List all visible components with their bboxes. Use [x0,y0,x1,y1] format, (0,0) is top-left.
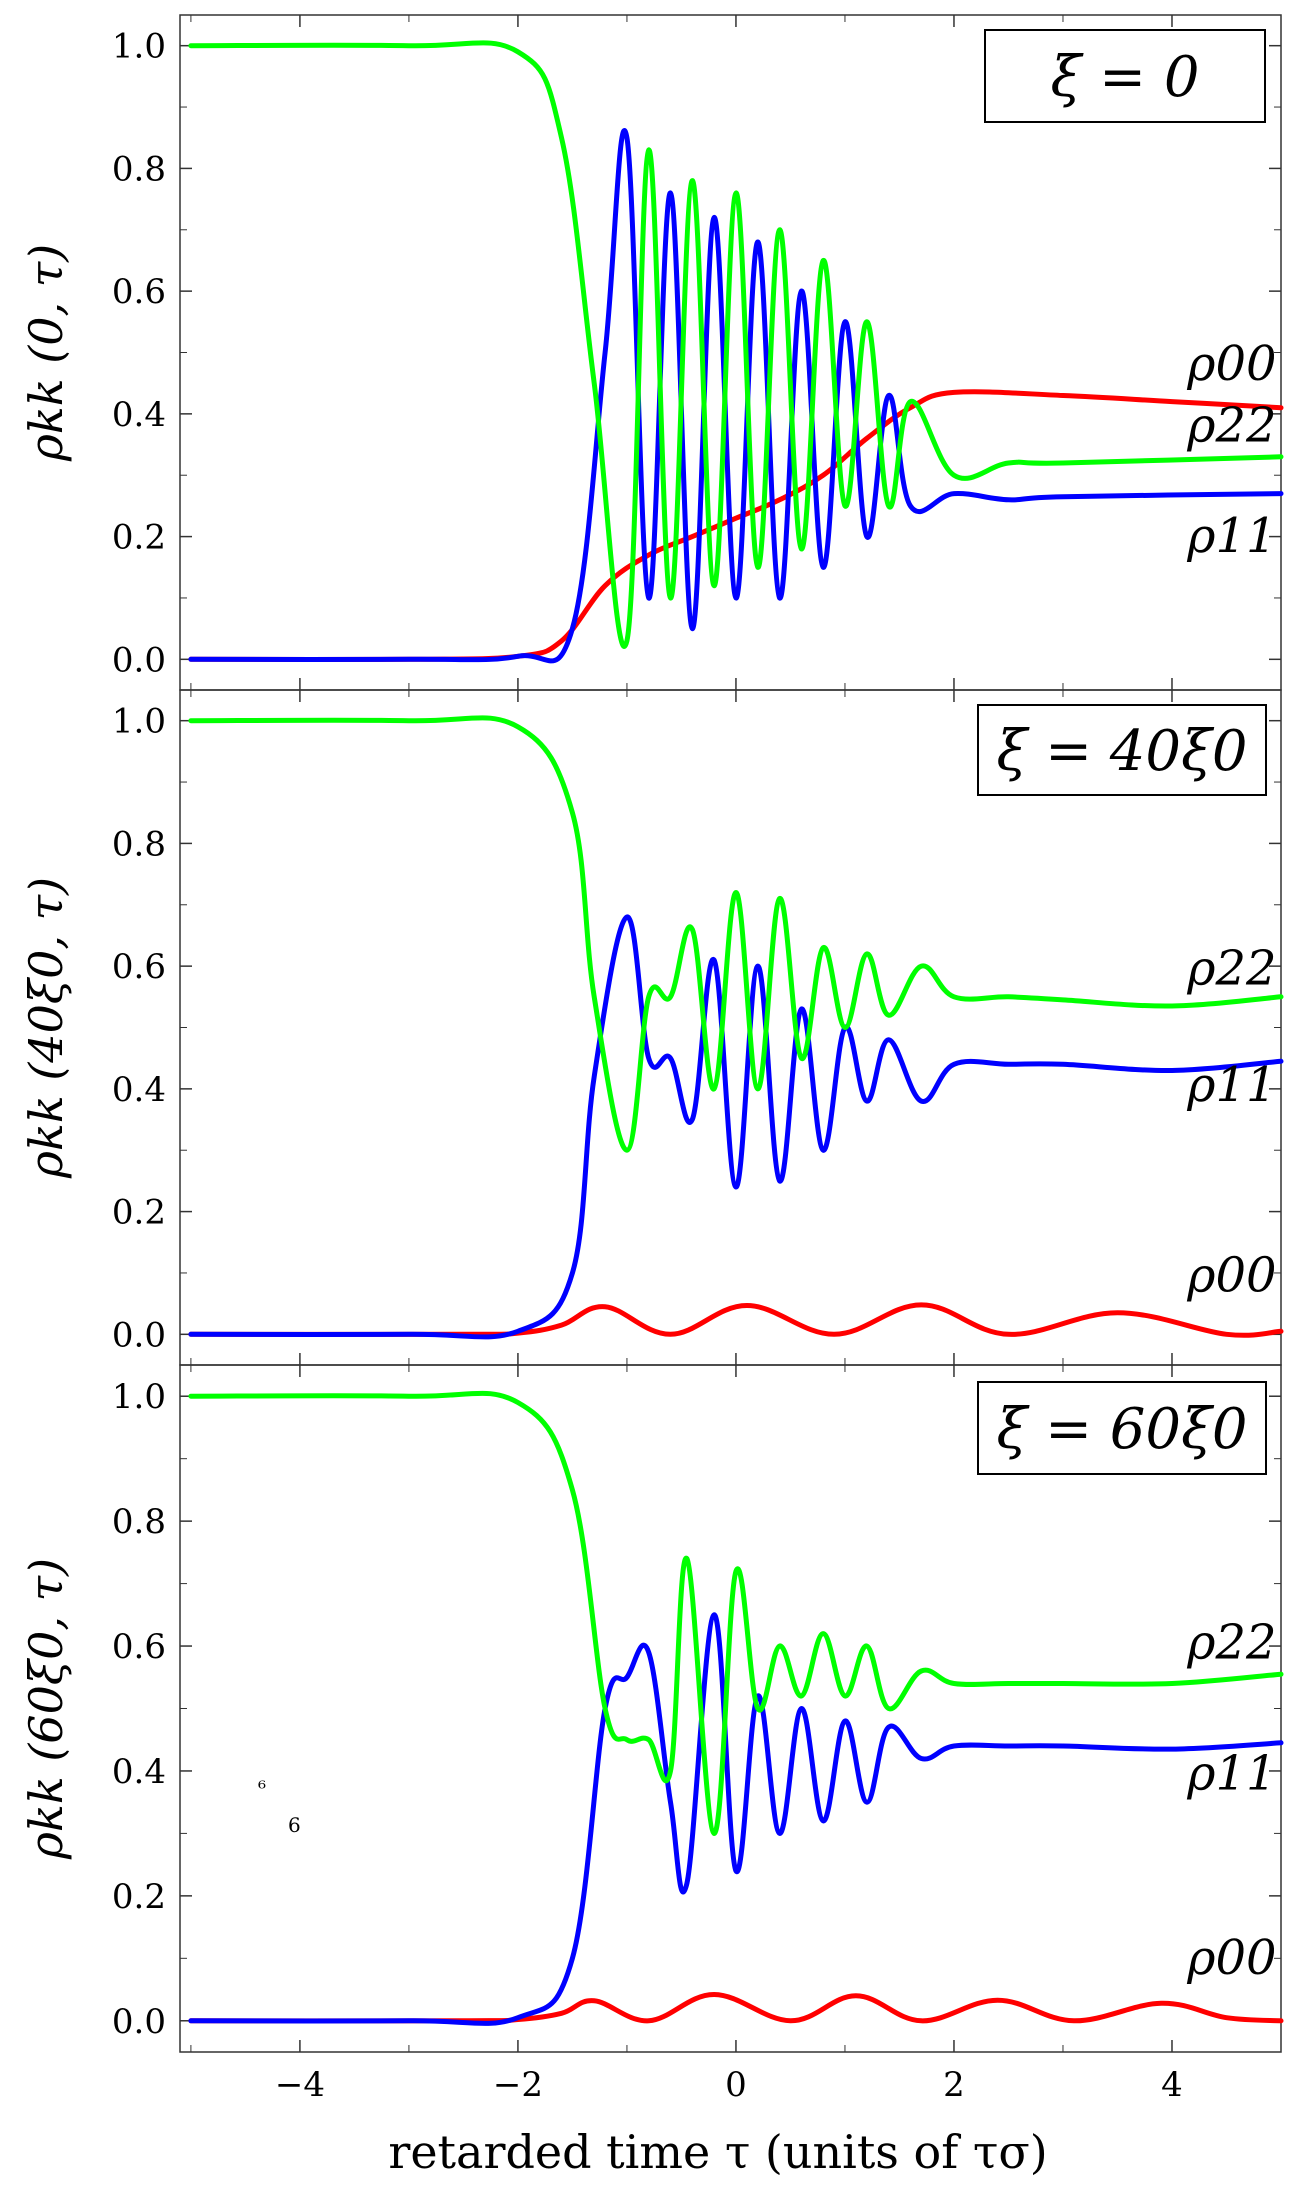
series-line-rho00 [188,1992,1284,2024]
y-tick-label: 0.2 [112,1877,166,1917]
y-tick-label: 0.6 [112,272,166,312]
y-tick-label: 0.8 [112,149,166,189]
series-line-rho22 [188,715,1284,1153]
y-tick-label: 0.0 [112,1315,166,1355]
curve-label-rho11: ρ11 [1186,1746,1276,1802]
y-axis-label-2: ρkk (40ξ0, τ) [19,877,73,1179]
x-tick-label: −4 [275,2065,325,2105]
y-tick-label: 0.2 [112,518,166,558]
curve-label-rho22: ρ22 [1186,397,1276,453]
curve-label-rho00: ρ00 [1186,1930,1276,1986]
curve-label-rho11: ρ11 [1186,508,1276,564]
y-tick-label: 1.0 [112,27,166,67]
curve-label-rho22: ρ22 [1186,941,1276,997]
y-tick-label: 0.2 [112,1193,166,1233]
y-tick-label: 0.6 [112,1627,166,1667]
y-tick-label: 1.0 [112,1377,166,1417]
y-axis-label-3: ρkk (60ξ0, τ) [19,1558,73,1860]
y-tick-label: 0.6 [112,947,166,987]
panel-2: 0.0 0.2 0.4 0.6 0.8 1.0 ρkk (40ξ0, τ) ρ22 ρ11 ρ00… [19,689,1284,1366]
y-tick-label: 0.8 [112,824,166,864]
series-line-rho11 [188,1612,1284,2026]
series-line-rho11 [188,128,1284,664]
y-tick-label: 0.4 [112,395,166,435]
panel-title-1: ξ = 0 [1051,45,1200,110]
x-tick-label: 4 [1161,2065,1183,2105]
title-box [984,29,1266,123]
curve-label-rho11: ρ11 [1186,1057,1276,1113]
y-tick-label: 0.4 [112,1070,166,1110]
x-tick-label: 0 [725,2065,747,2105]
panel-3: 0.0 0.2 0.4 0.6 0.8 1.0 −4 −2 0 2 4 ρkk (60ξ0, τ) ρ2… [19,1364,1284,2105]
series-line-rho22 [188,40,1284,649]
y-tick-label: 0.0 [112,2002,166,2042]
stray-mark: ⁶ [258,1776,266,1800]
x-tick-label: 2 [943,2065,965,2105]
x-axis-label: retarded time τ (units of τσ) [388,2125,1047,2179]
curve-label-rho22: ρ22 [1186,1615,1276,1671]
series-line-rho00 [188,1302,1284,1338]
y-tick-label: 0.0 [112,640,166,680]
panel-title-2: ξ = 40ξ0 [996,719,1247,784]
y-axis-label-1: ρkk (0, τ) [19,244,73,462]
panel-title-3: ξ = 60ξ0 [996,1397,1247,1462]
title-box [977,704,1267,796]
series-line-rho00 [188,389,1284,663]
curve-label-rho00: ρ00 [1186,336,1276,392]
y-tick-label: 0.4 [112,1752,166,1792]
series-line-rho11 [188,914,1284,1340]
y-tick-label: 0.8 [112,1502,166,1542]
stray-mark: 6 [288,1813,301,1837]
x-tick-label: −2 [493,2065,543,2105]
series-line-rho22 [188,1390,1284,1836]
y-tick-label: 1.0 [112,702,166,742]
curve-label-rho00: ρ00 [1186,1247,1276,1303]
title-box [977,1381,1267,1475]
